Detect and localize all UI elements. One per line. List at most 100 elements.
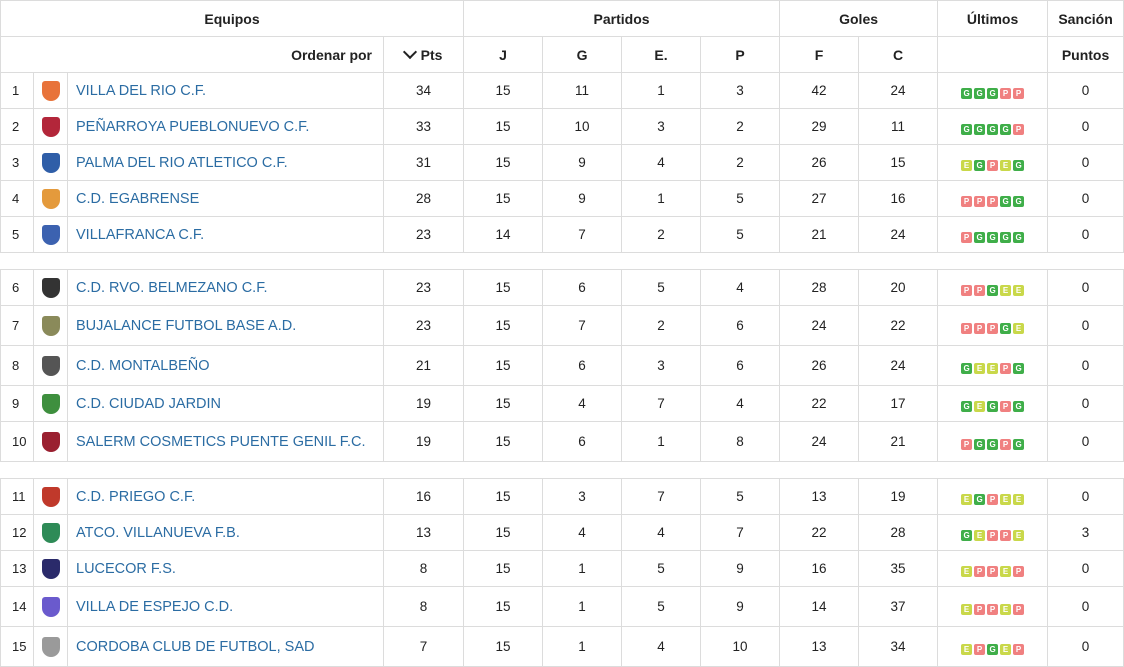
shield-crest-icon bbox=[41, 315, 60, 336]
drawn-cell: 5 bbox=[621, 550, 702, 587]
goals-for-cell: 16 bbox=[779, 550, 860, 587]
goals-for-cell: 29 bbox=[779, 108, 860, 145]
cup-crest-icon bbox=[41, 188, 60, 209]
lost-cell: 8 bbox=[700, 421, 781, 462]
table-row[interactable]: 14 VILLA DE ESPEJO C.D. 8 15 1 5 9 14 37 E P P E P 0 bbox=[0, 586, 1124, 627]
position-cell: 7 bbox=[0, 305, 34, 346]
form-badge: P bbox=[987, 159, 999, 171]
won-cell: 1 bbox=[542, 626, 623, 667]
pts-cell: 8 bbox=[382, 586, 465, 627]
position-cell: 9 bbox=[0, 385, 34, 422]
form-badge: G bbox=[974, 493, 986, 505]
header-j[interactable]: J bbox=[463, 36, 544, 73]
separator-cell bbox=[0, 252, 1124, 270]
played-cell: 15 bbox=[463, 550, 544, 587]
crest-cell bbox=[33, 385, 68, 422]
header-g[interactable]: G bbox=[542, 36, 623, 73]
header-row-columns: Ordenar por Pts J G E. P F C Puntos bbox=[0, 36, 1124, 73]
table-row[interactable]: 1 VILLA DEL RIO C.F. 34 15 11 1 3 42 24 G G G P P 0 bbox=[0, 72, 1124, 109]
pts-cell: 31 bbox=[382, 144, 465, 181]
table-row[interactable]: 7 BUJALANCE FUTBOL BASE A.D. 23 15 7 2 6 24 22 P P… bbox=[0, 305, 1124, 346]
lost-cell: 5 bbox=[700, 478, 781, 515]
table-row[interactable]: 12 ATCO. VILLANUEVA F.B. 13 15 4 4 7 22 28 G E P P E 3 bbox=[0, 514, 1124, 551]
team-name-link[interactable]: C.D. EGABRENSE bbox=[67, 180, 384, 217]
goals-for-cell: 26 bbox=[779, 345, 860, 386]
team-name-link[interactable]: VILLA DEL RIO C.F. bbox=[67, 72, 384, 109]
form-badge: P bbox=[974, 603, 986, 615]
drawn-cell: 4 bbox=[621, 514, 702, 551]
shield-crest-icon bbox=[41, 431, 60, 452]
team-name-link[interactable]: PEÑARROYA PUEBLONUEVO C.F. bbox=[67, 108, 384, 145]
team-name-link[interactable]: C.D. RVO. BELMEZANO C.F. bbox=[67, 269, 384, 306]
table-row[interactable]: 13 LUCECOR F.S. 8 15 1 5 9 16 35 E P P E P 0 bbox=[0, 550, 1124, 587]
won-cell: 6 bbox=[542, 421, 623, 462]
header-p[interactable]: P bbox=[700, 36, 781, 73]
lost-cell: 6 bbox=[700, 345, 781, 386]
header-ultimos-blank bbox=[937, 36, 1049, 73]
header-f[interactable]: F bbox=[779, 36, 860, 73]
lost-cell: 3 bbox=[700, 72, 781, 109]
team-name-link[interactable]: SALERM COSMETICS PUENTE GENIL F.C. bbox=[67, 421, 384, 462]
pts-cell: 8 bbox=[382, 550, 465, 587]
chevron-down-icon bbox=[402, 44, 417, 59]
form-badge: P bbox=[987, 529, 999, 541]
table-row[interactable]: 6 C.D. RVO. BELMEZANO C.F. 23 15 6 5 4 28 20 P P G E… bbox=[0, 269, 1124, 306]
form-badge: P bbox=[1000, 438, 1012, 450]
crest-cell bbox=[33, 478, 68, 515]
played-cell: 15 bbox=[463, 626, 544, 667]
sanction-cell: 0 bbox=[1047, 586, 1124, 627]
table-row[interactable]: 10 SALERM COSMETICS PUENTE GENIL F.C. 19 15… bbox=[0, 421, 1124, 462]
goals-for-cell: 21 bbox=[779, 216, 860, 253]
team-name-link[interactable]: BUJALANCE FUTBOL BASE A.D. bbox=[67, 305, 384, 346]
table-row[interactable]: 4 C.D. EGABRENSE 28 15 9 1 5 27 16 P P P G G 0 bbox=[0, 180, 1124, 217]
goals-for-cell: 22 bbox=[779, 514, 860, 551]
sanction-cell: 0 bbox=[1047, 385, 1124, 422]
pts-cell: 16 bbox=[382, 478, 465, 515]
table-row[interactable]: 15 CORDOBA CLUB DE FUTBOL, SAD 7 15 1 4 10 13 34… bbox=[0, 626, 1124, 667]
table-row[interactable]: 8 C.D. MONTALBEÑO 21 15 6 3 6 26 24 G E E P G 0 bbox=[0, 345, 1124, 386]
table-row[interactable]: 2 PEÑARROYA PUEBLONUEVO C.F. 33 15 10 3 2 29 11 G… bbox=[0, 108, 1124, 145]
team-name-link[interactable]: LUCECOR F.S. bbox=[67, 550, 384, 587]
team-name-link[interactable]: C.D. PRIEGO C.F. bbox=[67, 478, 384, 515]
won-cell: 6 bbox=[542, 345, 623, 386]
played-cell: 15 bbox=[463, 421, 544, 462]
table-row[interactable]: 11 C.D. PRIEGO C.F. 16 15 3 7 5 13 19 E G P E E 0 bbox=[0, 478, 1124, 515]
table-row[interactable]: 9 C.D. CIUDAD JARDIN 19 15 4 7 4 22 17 G E G P G 0 bbox=[0, 385, 1124, 422]
separator-cell bbox=[0, 461, 1124, 479]
form-badge: E bbox=[1000, 159, 1012, 171]
team-name-link[interactable]: C.D. CIUDAD JARDIN bbox=[67, 385, 384, 422]
form-badge: G bbox=[974, 438, 986, 450]
goals-against-cell: 17 bbox=[858, 385, 939, 422]
team-name-link[interactable]: VILLA DE ESPEJO C.D. bbox=[67, 586, 384, 627]
table-row[interactable]: 5 VILLAFRANCA C.F. 23 14 7 2 5 21 24 P G G G G 0 bbox=[0, 216, 1124, 253]
table-row[interactable]: 3 PALMA DEL RIO ATLETICO C.F. 31 15 9 4 2 26 15 E… bbox=[0, 144, 1124, 181]
sanction-cell: 0 bbox=[1047, 72, 1124, 109]
sort-pts-button[interactable]: Pts bbox=[382, 36, 465, 73]
team-name-link[interactable]: PALMA DEL RIO ATLETICO C.F. bbox=[67, 144, 384, 181]
team-name-link[interactable]: C.D. MONTALBEÑO bbox=[67, 345, 384, 386]
goals-against-cell: 37 bbox=[858, 586, 939, 627]
goals-for-cell: 22 bbox=[779, 385, 860, 422]
team-name-link[interactable]: VILLAFRANCA C.F. bbox=[67, 216, 384, 253]
form-badge: E bbox=[1000, 643, 1012, 655]
form-badge: E bbox=[1000, 603, 1012, 615]
team-name-link[interactable]: ATCO. VILLANUEVA F.B. bbox=[67, 514, 384, 551]
header-c[interactable]: C bbox=[858, 36, 939, 73]
form-badge: G bbox=[1013, 362, 1025, 374]
form-badge: P bbox=[1000, 400, 1012, 412]
goals-against-cell: 28 bbox=[858, 514, 939, 551]
form-badge: P bbox=[1013, 565, 1025, 577]
form-badge: G bbox=[974, 231, 986, 243]
header-e[interactable]: E. bbox=[621, 36, 702, 73]
played-cell: 15 bbox=[463, 586, 544, 627]
drawn-cell: 1 bbox=[621, 72, 702, 109]
form-badge: P bbox=[1000, 362, 1012, 374]
